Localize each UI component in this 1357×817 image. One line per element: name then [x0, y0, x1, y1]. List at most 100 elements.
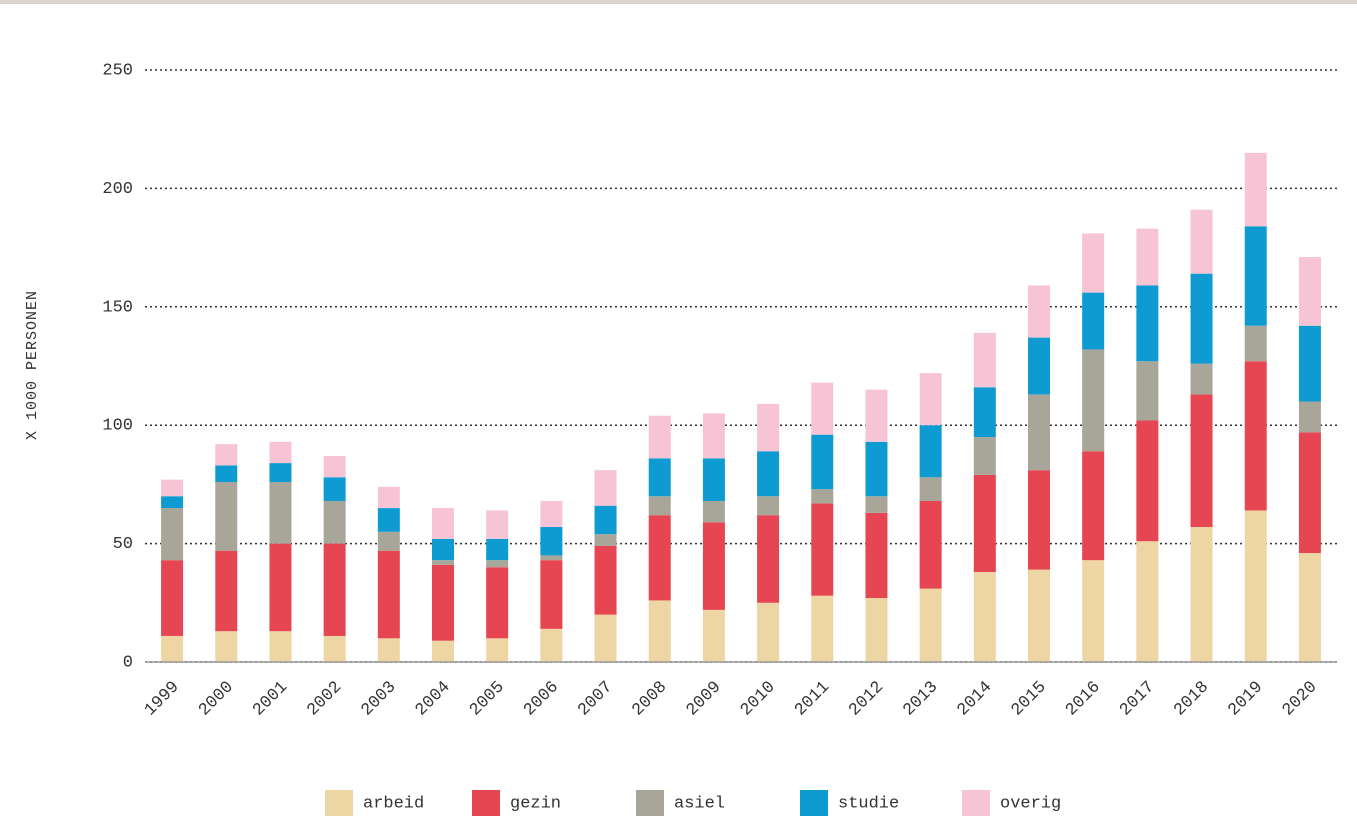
- bar-segment: [1298, 257, 1321, 326]
- legend-swatch: [636, 790, 664, 816]
- bar-segment: [215, 482, 238, 551]
- x-tick-label: 2002: [304, 678, 346, 720]
- bar-segment: [757, 496, 780, 516]
- y-tick-label: 200: [102, 180, 133, 199]
- bar-segment: [973, 572, 996, 662]
- bar-segment: [757, 403, 780, 452]
- x-tick-label: 2010: [737, 678, 779, 720]
- bar-segment: [1136, 361, 1159, 421]
- x-tick-label: 2000: [195, 678, 237, 720]
- bar-segment: [648, 415, 671, 459]
- bar-segment: [594, 470, 617, 506]
- x-tick-label: 2004: [412, 678, 454, 720]
- bar-segment: [594, 505, 617, 535]
- legend-label: asiel: [674, 794, 725, 813]
- bar-segment: [1082, 560, 1105, 662]
- x-tick-label: 2012: [846, 678, 888, 720]
- legend-swatch: [472, 790, 500, 816]
- x-tick-label: 2013: [900, 678, 942, 720]
- bar-segment: [702, 609, 725, 662]
- bar-segment: [377, 531, 400, 551]
- x-tick-label: 2001: [250, 678, 292, 720]
- y-tick-label: 50: [113, 535, 133, 554]
- x-tick-label: 2016: [1062, 678, 1104, 720]
- bar-segment: [215, 631, 238, 662]
- bar-segment: [702, 458, 725, 501]
- bar-segment: [648, 458, 671, 497]
- bar-segment: [811, 489, 834, 504]
- bar-segment: [811, 503, 834, 596]
- bar-segment: [648, 496, 671, 516]
- bar-segment: [1082, 233, 1105, 293]
- bar-segment: [702, 522, 725, 610]
- x-tick-label: 1999: [141, 678, 183, 720]
- bar-segment: [973, 332, 996, 388]
- bar-segment: [161, 508, 184, 561]
- legend-label: studie: [838, 794, 899, 813]
- bar-segment: [486, 538, 509, 561]
- bar-segment: [1190, 273, 1213, 364]
- bar-segment: [1028, 285, 1050, 338]
- legend-label: overig: [1000, 794, 1061, 813]
- bar-segment: [432, 640, 454, 662]
- bar-segment: [1136, 420, 1159, 542]
- bar-segment: [919, 373, 942, 426]
- bar-segment: [594, 614, 617, 662]
- bar-segment: [215, 550, 238, 632]
- y-tick-label: 150: [102, 298, 133, 317]
- legend-label: gezin: [510, 794, 561, 813]
- bar-segment: [1244, 226, 1267, 326]
- bar-segment: [1298, 553, 1321, 662]
- bar-segment: [973, 387, 996, 438]
- bar-segment: [919, 500, 942, 589]
- bar-segment: [215, 444, 238, 466]
- bar-segment: [1082, 451, 1105, 561]
- legend-swatch: [325, 790, 353, 816]
- bar-segment: [269, 482, 292, 544]
- bar-segment: [377, 550, 400, 639]
- bar-segment: [919, 588, 942, 662]
- bar-segment: [973, 437, 996, 475]
- bar-segment: [648, 600, 671, 662]
- bar-segment: [811, 595, 834, 662]
- bar-segment: [1082, 349, 1105, 452]
- x-tick-label: 2007: [575, 678, 617, 720]
- bar-segment: [323, 635, 346, 662]
- bar-segment: [1028, 470, 1050, 570]
- bar-segment: [432, 508, 454, 539]
- x-tick-label: 2006: [520, 678, 562, 720]
- bar-segment: [161, 479, 184, 497]
- bar-segment: [1244, 325, 1267, 362]
- bar-segment: [540, 560, 563, 629]
- top-strip: [0, 0, 1357, 4]
- bar-segment: [540, 555, 563, 561]
- bar-segment: [323, 500, 346, 544]
- bar-segment: [1136, 541, 1159, 662]
- bar-segment: [269, 441, 292, 464]
- bar-segment: [540, 527, 563, 556]
- bar-segment: [215, 465, 238, 483]
- x-tick-label: 2017: [1116, 678, 1158, 720]
- bar-segment: [1136, 228, 1159, 286]
- bar-segment: [757, 451, 780, 497]
- bar-segment: [377, 508, 400, 532]
- bar-segment: [1298, 432, 1321, 554]
- x-tick-label: 2015: [1008, 678, 1050, 720]
- bar-segment: [1190, 394, 1213, 528]
- bar-segment: [486, 567, 509, 639]
- bar-segment: [865, 441, 888, 497]
- x-tick-label: 2020: [1279, 678, 1321, 720]
- bar-segment: [1028, 394, 1050, 471]
- bar-segment: [323, 543, 346, 636]
- y-tick-label: 250: [102, 61, 133, 80]
- bar-segment: [432, 538, 454, 561]
- x-tick-label: 2003: [358, 678, 400, 720]
- y-axis-title: X 1000 PERSONEN: [24, 290, 41, 440]
- bar-segment: [1136, 285, 1159, 362]
- x-tick-label: 2005: [466, 678, 508, 720]
- bar-segment: [1244, 510, 1267, 662]
- bar-segment: [865, 598, 888, 662]
- bar-segment: [540, 500, 563, 528]
- bar-segment: [1190, 209, 1213, 274]
